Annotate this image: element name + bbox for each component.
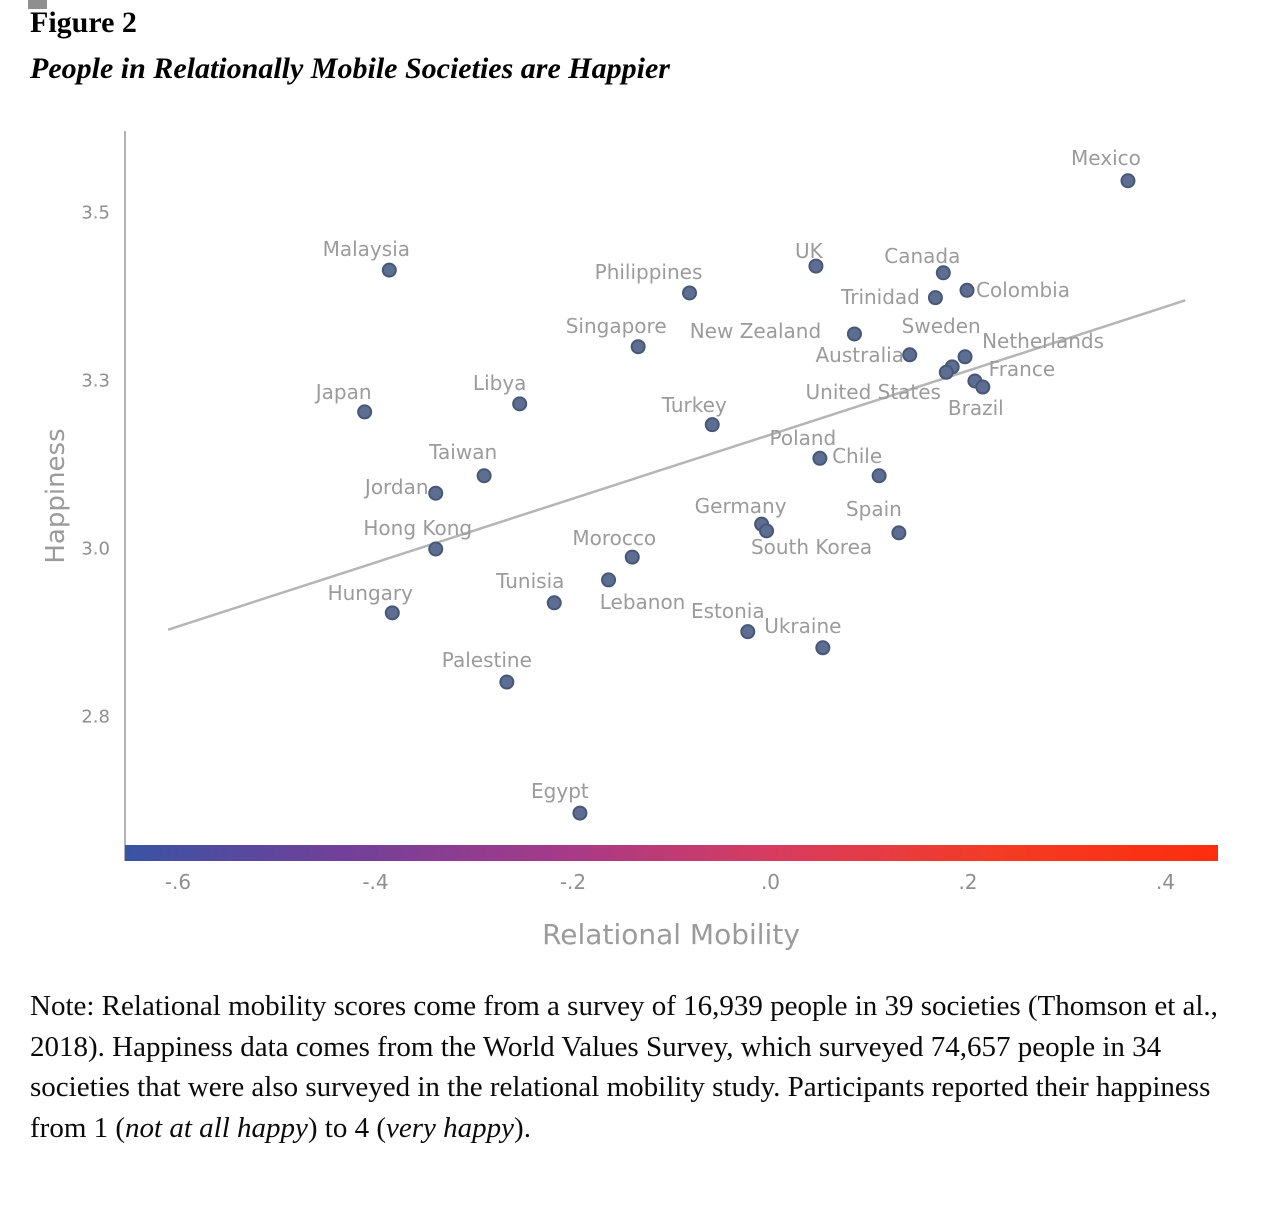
point-label-malaysia: Malaysia xyxy=(322,237,411,262)
x-tick-.2: .2 xyxy=(958,870,978,894)
point-label-united-states: United States xyxy=(805,380,941,405)
data-point-chile xyxy=(871,468,887,484)
data-point-mexico xyxy=(1120,173,1136,189)
data-point-palestine xyxy=(499,674,515,690)
data-point-malaysia xyxy=(381,262,397,278)
x-tick--.4: -.4 xyxy=(362,870,389,894)
point-label-sweden: Sweden xyxy=(901,313,981,338)
point-label-libya: Libya xyxy=(472,370,527,395)
data-point-singapore xyxy=(630,339,646,355)
data-point-philippines xyxy=(682,285,698,301)
point-label-singapore: Singapore xyxy=(565,313,667,338)
data-point-canada xyxy=(935,265,951,281)
data-point-turkey xyxy=(704,417,720,433)
y-tick-3.3: 3.3 xyxy=(81,370,110,392)
point-label-mexico: Mexico xyxy=(1071,145,1141,170)
x-axis-gradient-colorbar xyxy=(125,845,1218,861)
data-point-jordan xyxy=(428,485,444,501)
point-label-germany: Germany xyxy=(694,494,787,519)
note-italic: not at all happy xyxy=(125,1111,308,1144)
data-point-egypt xyxy=(572,805,588,821)
point-label-south-korea: South Korea xyxy=(750,534,873,559)
data-point-colombia xyxy=(959,282,975,298)
point-label-brazil: Brazil xyxy=(947,396,1004,421)
data-point-hong-kong xyxy=(428,541,444,557)
y-tick-3.5: 3.5 xyxy=(81,202,110,224)
point-label-taiwan: Taiwan xyxy=(429,439,498,464)
plot-canvas xyxy=(167,173,1186,821)
data-point-tunisia xyxy=(546,595,562,611)
data-point-new-zealand xyxy=(846,326,862,342)
note-text: Note: Relational mobility scores come fr… xyxy=(30,990,1218,1144)
window-edge-artifact xyxy=(28,0,47,9)
point-label-japan: Japan xyxy=(315,379,372,404)
x-tick--.2: -.2 xyxy=(559,870,587,894)
point-label-chile: Chile xyxy=(832,443,883,468)
figure-title: People in Relationally Mobile Societies … xyxy=(30,52,670,85)
point-label-france: France xyxy=(988,357,1056,381)
note-text: ). xyxy=(514,1111,531,1144)
point-label-palestine: Palestine xyxy=(441,648,532,673)
point-label-trinidad: Trinidad xyxy=(840,284,920,309)
trend-line xyxy=(167,299,1186,631)
figure-label: Figure 2 xyxy=(30,6,137,39)
data-point-united-states xyxy=(938,364,954,380)
data-point-trinidad xyxy=(927,290,943,306)
point-label-lebanon: Lebanon xyxy=(599,589,686,614)
scatter-plot: Happiness Relational Mobility Mexico Mala… xyxy=(41,131,1218,951)
point-label-uk: UK xyxy=(795,239,823,264)
note-text: ) to 4 ( xyxy=(307,1111,387,1144)
data-point-brazil xyxy=(975,379,991,395)
x-tick-.0: .0 xyxy=(760,870,781,894)
data-point-poland xyxy=(812,450,828,466)
point-label-turkey: Turkey xyxy=(661,392,727,417)
point-label-netherlands: Netherlands xyxy=(982,328,1104,353)
data-point-morocco xyxy=(624,549,640,565)
data-point-south-korea xyxy=(759,523,775,539)
y-axis-spine xyxy=(124,131,126,861)
x-tick--.6: -.6 xyxy=(164,870,192,894)
y-tick-2.8: 2.8 xyxy=(81,706,110,728)
point-label-hungary: Hungary xyxy=(327,580,413,605)
data-point-lebanon xyxy=(601,572,617,588)
point-label-ukraine: Ukraine xyxy=(764,613,842,638)
point-label-tunisia: Tunisia xyxy=(496,568,565,593)
x-axis-label: Relational Mobility xyxy=(542,918,800,951)
data-point-spain xyxy=(891,525,907,541)
figure-note: Note: Relational mobility scores come fr… xyxy=(30,986,1256,1148)
point-label-colombia: Colombia xyxy=(976,278,1070,303)
point-label-canada: Canada xyxy=(884,243,961,268)
point-label-australia: Australia xyxy=(815,342,904,367)
y-tick-3.0: 3.0 xyxy=(81,538,110,560)
data-point-ukraine xyxy=(815,640,831,656)
data-point-netherlands xyxy=(957,349,973,365)
data-point-uk xyxy=(808,258,824,274)
data-point-australia xyxy=(902,347,918,363)
point-label-estonia: Estonia xyxy=(690,598,765,623)
point-label-philippines: Philippines xyxy=(594,259,703,284)
point-label-new-zealand: New Zealand xyxy=(689,318,822,343)
point-label-egypt: Egypt xyxy=(531,779,589,804)
note-italic: very happy xyxy=(386,1111,515,1144)
x-tick-.4: .4 xyxy=(1155,870,1176,894)
data-point-taiwan xyxy=(476,468,492,484)
data-point-japan xyxy=(357,404,373,420)
point-label-morocco: Morocco xyxy=(572,526,657,551)
point-label-spain: Spain xyxy=(845,496,902,521)
point-label-poland: Poland xyxy=(769,426,837,451)
point-label-jordan: Jordan xyxy=(364,475,429,500)
data-point-libya xyxy=(512,396,528,412)
data-point-hungary xyxy=(384,605,400,621)
point-label-hong-kong: Hong Kong xyxy=(363,516,473,540)
data-point-estonia xyxy=(740,624,756,640)
